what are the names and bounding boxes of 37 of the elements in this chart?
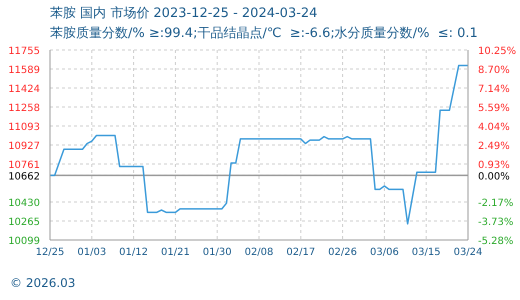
y2-tick-label: 8.70% [478,64,510,76]
line-series [50,64,468,225]
y-tick-label: 11093 [8,122,40,133]
y2-tick-label: -3.73% [478,217,514,228]
y2-tick-label: 0.00% [478,171,510,182]
y-tick-label: 11755 [8,46,40,57]
x-tick-label: 02/17 [286,247,316,258]
y2-tick-label: 10.25% [478,46,516,57]
x-tick-label: 03/24 [454,247,482,258]
y-tick-label: 10761 [8,160,40,172]
y-tick-label: 10662 [8,171,40,182]
chart-subtitle: 苯胺质量分数/% ≥:99.4;干品结晶点/℃ ≥:-6.6;水分质量分数/% ≤: 0.1 [50,25,478,42]
y2-tick-label: 5.59% [478,103,510,114]
x-tick-label: 02/08 [244,247,274,258]
y-tick-label: 11589 [8,65,40,76]
x-tick-label: 12/25 [36,247,64,258]
y2-tick-label: -5.28% [478,236,514,247]
x-tick-label: 03/06 [370,247,399,258]
y-tick-label: 11258 [8,103,40,114]
y2-tick-label: 2.49% [478,140,510,152]
x-tick-label: 02/26 [328,247,358,258]
x-tick-label: 03/15 [412,247,441,258]
y-tick-label: 11424 [8,84,40,95]
y-tick-label: 10927 [8,141,40,152]
x-tick-label: 01/03 [77,247,106,258]
y2-tick-label: 7.14% [478,84,510,96]
y2-tick-label: 0.93% [478,160,510,172]
x-tick-label: 01/12 [119,247,148,258]
x-tick-label: 01/21 [160,247,190,258]
text: © 2026.03 [10,276,76,290]
x-tick-label: 01/30 [202,247,232,258]
y2-tick-label: 4.04% [478,122,510,133]
y-tick-label: 10430 [8,198,40,210]
y2-tick-label: -2.17% [478,198,514,209]
chart-title: 苯胺 国内 市场价 2023-12-25 - 2024-03-24 [50,5,318,22]
y-tick-label: 10099 [8,236,40,247]
y-tick-label: 10265 [8,216,40,228]
